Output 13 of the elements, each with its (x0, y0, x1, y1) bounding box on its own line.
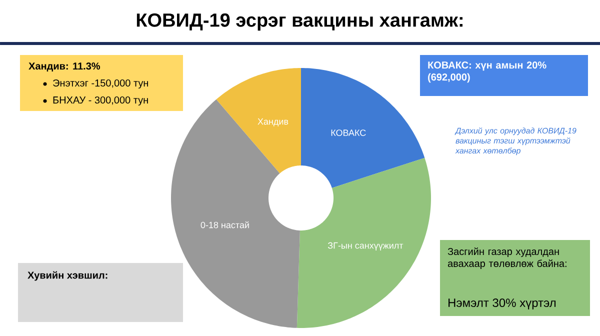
text: БНХАУ - 300,000 тун (53, 96, 148, 106)
slice-label: КОВАКС (331, 130, 366, 136)
text: Хувийн хэвшил: (28, 271, 108, 281)
text: Засгийн газар худалдан авахаар төлөвлөж байна: (448, 248, 566, 270)
text: Хандив: 11.3% (28, 62, 100, 72)
text: Нэмэлт 30% хүртэл (448, 298, 556, 310)
slice-label: Хандив (258, 118, 288, 126)
chart-title: КОВИД-19 эсрэг вакцины хангамж: (136, 13, 462, 31)
slice-label: 0-18 настай (200, 221, 249, 228)
slice-label: ЗГ-ын санхүүжилт (328, 242, 404, 250)
text: КОВАКС: хүн амын 20% (692,000) (428, 62, 546, 83)
text: Дэлхий улс орнуудад КОВИД-19 вакциныг тэгш хүртээмжтэй хангах хөтөлбөр (454, 128, 576, 156)
text: Энэтхэг -150,000 тун (53, 79, 148, 89)
